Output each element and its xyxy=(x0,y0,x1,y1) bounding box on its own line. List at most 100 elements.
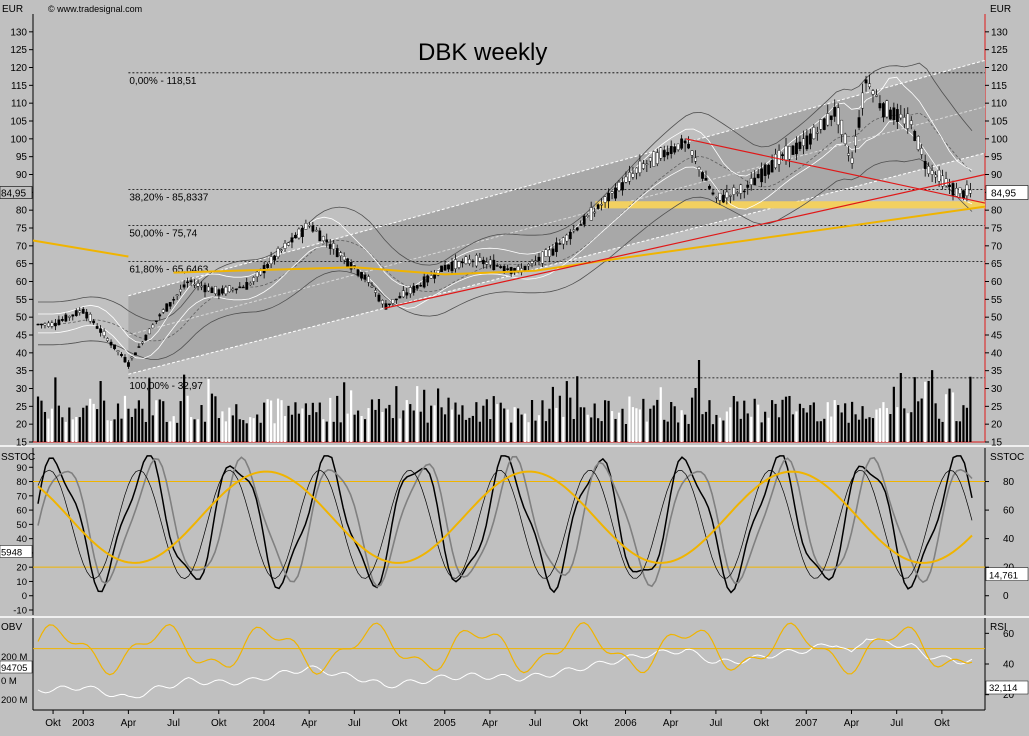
tick-label-left: 35 xyxy=(16,366,28,377)
candle-body xyxy=(269,256,273,265)
obv-tick-label: 0 M xyxy=(1,676,17,687)
channel-lower xyxy=(128,152,986,375)
obv-tick-label: 200 M xyxy=(1,695,27,706)
candle-body xyxy=(471,260,475,263)
candle-body xyxy=(301,227,304,237)
candle-body xyxy=(662,150,666,158)
candle-body xyxy=(927,165,931,174)
candle-body xyxy=(541,251,544,264)
candle-body xyxy=(836,107,840,126)
candle-body xyxy=(655,152,659,164)
tick-label-left: 30 xyxy=(16,384,28,395)
candle-body xyxy=(106,338,109,341)
stoc-tick-label-left: -10 xyxy=(13,606,27,617)
candle-body xyxy=(81,308,85,314)
bollinger-bands xyxy=(38,62,973,360)
candle-body xyxy=(888,109,892,120)
candle-body xyxy=(245,282,249,290)
candle-body xyxy=(767,164,771,175)
candle-body xyxy=(252,277,256,282)
x-tick-label: Apr xyxy=(482,718,498,729)
candle-body xyxy=(64,314,68,322)
candle-body xyxy=(826,113,830,126)
candle-body xyxy=(666,151,670,156)
candle-body xyxy=(113,344,116,350)
candle-body xyxy=(95,326,99,329)
candle-body xyxy=(321,236,325,241)
stoc-title-right: SSTOC xyxy=(990,452,1024,463)
stoc-value-box-left xyxy=(0,545,33,558)
candle-body xyxy=(687,143,690,149)
candle-body xyxy=(231,288,235,291)
candle-body xyxy=(78,310,82,313)
candle-body xyxy=(492,259,496,271)
candle-body xyxy=(154,320,158,322)
candle-body xyxy=(600,203,604,206)
stoc-gold-line xyxy=(37,470,973,564)
candle-body xyxy=(506,268,510,270)
candle-body xyxy=(165,303,169,312)
candle-body xyxy=(311,225,315,232)
tick-label-right: 110 xyxy=(991,99,1007,110)
tick-label-right: 95 xyxy=(991,152,1003,163)
candle-body xyxy=(624,176,628,183)
candle-body xyxy=(906,113,910,129)
rsi-tick-label: 60 xyxy=(1003,629,1015,640)
candle-body xyxy=(868,83,871,88)
candle-body xyxy=(798,141,802,149)
candle-body xyxy=(955,188,958,197)
tick-label-right: 70 xyxy=(991,241,1003,252)
obv-value-box xyxy=(0,660,33,674)
candle-body xyxy=(645,163,649,166)
tick-label-right: 105 xyxy=(991,117,1008,128)
band-upper xyxy=(38,62,973,322)
stoc-slow-line xyxy=(37,455,973,588)
candle-body xyxy=(43,323,47,326)
candle-body xyxy=(193,284,196,286)
candle-body xyxy=(377,294,381,302)
candle-body xyxy=(819,119,823,130)
x-tick-label: Okt xyxy=(573,718,589,729)
candle-body xyxy=(847,153,851,156)
candle-body xyxy=(381,300,384,305)
candle-body xyxy=(474,254,478,267)
candle-body xyxy=(614,187,617,199)
candle-body xyxy=(659,147,663,159)
tick-label-left: 95 xyxy=(16,152,28,163)
stoc-tick-label-right: 80 xyxy=(1003,477,1015,488)
candle-body xyxy=(788,146,791,160)
candle-body xyxy=(934,174,938,178)
candle-body xyxy=(36,323,40,326)
candle-body xyxy=(214,286,217,294)
candle-body xyxy=(241,286,245,289)
stoc-fast-line xyxy=(37,455,973,594)
candle-body xyxy=(951,183,955,196)
candle-body xyxy=(690,150,694,156)
x-tick-label: Okt xyxy=(753,718,769,729)
candle-body xyxy=(725,191,729,198)
candle-body xyxy=(433,273,437,279)
stoc-tick-label-left: 90 xyxy=(16,463,27,474)
candle-body xyxy=(53,322,57,327)
candle-body xyxy=(276,248,280,258)
tick-label-left: 15 xyxy=(16,438,28,449)
candle-body xyxy=(572,229,576,232)
channel-middle xyxy=(128,106,986,336)
candle-body xyxy=(711,192,715,195)
candle-body xyxy=(948,184,951,188)
candle-body xyxy=(899,114,903,119)
tick-label-right: 90 xyxy=(991,170,1003,181)
candle-body xyxy=(882,103,885,118)
last-price-right: 84,95 xyxy=(991,189,1016,200)
candle-body xyxy=(283,243,287,249)
candle-body xyxy=(833,106,837,117)
candle-body xyxy=(802,138,805,146)
candle-body xyxy=(290,237,294,243)
support-zone xyxy=(595,201,985,209)
candle-body xyxy=(495,265,499,267)
candle-body xyxy=(548,249,551,257)
candle-body xyxy=(426,275,430,283)
stoc-tick-label-left: 70 xyxy=(16,491,27,502)
candle-body xyxy=(144,334,148,341)
candle-body xyxy=(419,285,423,287)
